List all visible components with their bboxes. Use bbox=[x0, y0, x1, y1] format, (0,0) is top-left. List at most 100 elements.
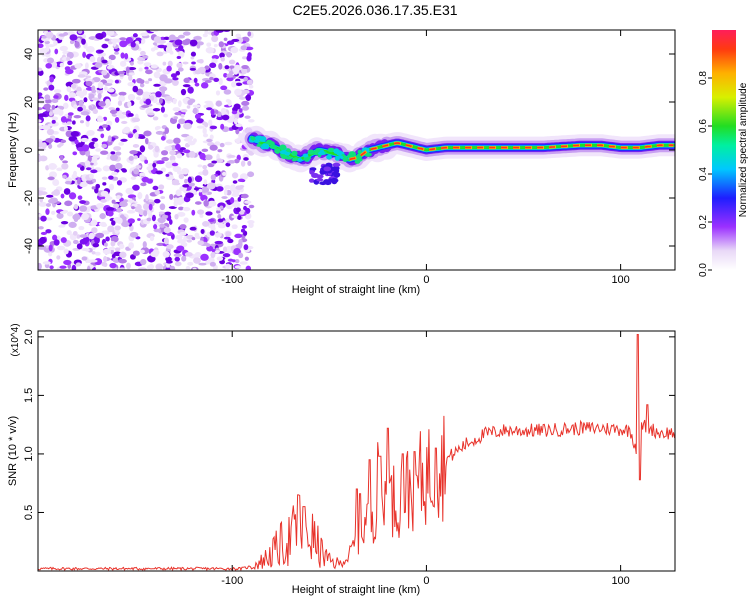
spectrogram-noise-cell bbox=[163, 251, 170, 258]
spectrogram-noise-cell bbox=[47, 177, 54, 180]
spectrogram-noise-cell bbox=[155, 190, 160, 195]
spectrogram-noise-cell bbox=[205, 80, 212, 83]
spectrogram-noise-cell bbox=[86, 167, 92, 170]
spectrogram-noise-cell bbox=[128, 242, 134, 249]
spectrogram-noise-cell bbox=[156, 131, 164, 135]
spectrogram-noise-cell bbox=[219, 78, 223, 85]
spectrogram-noise-cell bbox=[152, 215, 156, 222]
spectrogram-noise-cell bbox=[101, 144, 107, 148]
spectrogram-noise-cell bbox=[63, 260, 71, 265]
spectrogram-noise-cell bbox=[148, 112, 155, 115]
spectrogram-noise-cell bbox=[210, 262, 216, 267]
spectrogram-noise-cell bbox=[211, 174, 216, 180]
spectrogram-noise-cell bbox=[127, 101, 131, 107]
spectrogram-noise-cell bbox=[127, 113, 133, 117]
spectrogram-blob bbox=[254, 140, 260, 143]
spectrogram-blob bbox=[319, 170, 324, 173]
spectrogram-noise-cell bbox=[181, 89, 186, 95]
spectrogram-blob bbox=[338, 155, 343, 158]
spectrogram-noise-cell bbox=[73, 104, 77, 109]
spectrogram-noise-cell bbox=[43, 87, 48, 90]
spectrogram-noise-cell bbox=[142, 55, 148, 59]
spectrogram-noise-cell bbox=[221, 196, 227, 199]
spectrogram-noise-cell bbox=[72, 151, 77, 155]
spectrogram-blob bbox=[291, 151, 297, 156]
spectrogram-noise-cell bbox=[80, 239, 88, 245]
spectrogram-noise-cell bbox=[193, 108, 198, 114]
spectrogram-noise-cell bbox=[105, 99, 110, 105]
spectrogram-noise-cell bbox=[120, 61, 126, 67]
spectrogram-noise-cell bbox=[179, 232, 186, 236]
spectrogram-noise-cell bbox=[188, 141, 196, 146]
spectrogram-noise-cell bbox=[199, 189, 203, 193]
spectrogram-noise-cell bbox=[151, 47, 155, 51]
spectrogram-noise-cell bbox=[201, 229, 205, 234]
spectrogram-noise-cell bbox=[118, 115, 126, 119]
spectrogram-noise-cell bbox=[67, 230, 72, 235]
spectrogram-noise-cell bbox=[118, 259, 127, 264]
spectrogram-noise-cell bbox=[235, 259, 240, 263]
spectrogram-noise-cell bbox=[119, 252, 126, 259]
spectrogram-noise-cell bbox=[129, 150, 138, 154]
spectrogram-noise-cell bbox=[102, 182, 106, 185]
spectrogram-noise-cell bbox=[79, 205, 87, 211]
spectrogram-blob bbox=[343, 157, 348, 162]
spectrogram-noise-cell bbox=[98, 101, 106, 107]
spectrogram-noise-cell bbox=[87, 266, 91, 273]
spectrogram-noise-cell bbox=[204, 122, 208, 127]
spectrogram-ytick-label: 20 bbox=[23, 96, 35, 108]
spectrogram-noise-cell bbox=[128, 218, 135, 223]
spectrogram-noise-cell bbox=[62, 160, 68, 163]
spectrogram-noise-cell bbox=[107, 65, 113, 69]
spectrogram-noise-cell bbox=[187, 100, 193, 106]
spectrogram-noise-cell bbox=[38, 98, 45, 104]
colorbar-tick-label: 0.4 bbox=[698, 167, 709, 181]
spectrogram-noise-cell bbox=[78, 28, 83, 34]
spectrogram-noise-cell bbox=[242, 225, 247, 229]
spectrogram-noise-cell bbox=[200, 254, 209, 261]
spectrogram-noise-cell bbox=[241, 65, 249, 69]
spectrogram-blob bbox=[274, 148, 280, 154]
spectrogram-noise-cell bbox=[214, 232, 221, 237]
spectrogram-noise-cell bbox=[133, 250, 140, 255]
spectrogram-noise-cell bbox=[110, 154, 118, 161]
spectrogram-noise-cell bbox=[226, 222, 231, 227]
spectrogram-blob bbox=[323, 166, 331, 171]
spectrogram-noise-cell bbox=[65, 69, 74, 74]
spectrogram-noise-cell bbox=[206, 243, 210, 247]
spectrogram-noise-cell bbox=[59, 266, 66, 269]
spectrogram-blob bbox=[309, 170, 314, 175]
spectrogram-noise-cell bbox=[67, 61, 72, 65]
spectrogram-noise-cell bbox=[80, 120, 84, 123]
spectrogram-noise-cell bbox=[232, 259, 236, 262]
spectrogram-noise-cell bbox=[190, 68, 196, 71]
spectrogram-noise-cell bbox=[98, 82, 104, 89]
spectrogram-noise-cell bbox=[197, 209, 204, 214]
spectrogram-noise-cell bbox=[108, 88, 115, 92]
spectrogram-noise-cell bbox=[56, 167, 62, 171]
spectrogram-noise-cell bbox=[91, 220, 98, 226]
spectrogram-noise-cell bbox=[242, 106, 249, 111]
spectrogram-noise-cell bbox=[92, 243, 99, 247]
spectrogram-ytick-label: -20 bbox=[23, 190, 35, 206]
spectrogram-noise-cell bbox=[211, 109, 215, 116]
spectrogram-noise-cell bbox=[159, 224, 165, 228]
spectrogram-noise-cell bbox=[89, 173, 94, 178]
spectrogram-noise-cell bbox=[77, 107, 83, 112]
spectrogram-noise-cell bbox=[129, 156, 134, 161]
spectrogram-noise-cell bbox=[190, 39, 198, 46]
spectrogram-noise-cell bbox=[169, 194, 173, 200]
spectrogram-noise-cell bbox=[146, 218, 151, 222]
spectrogram-noise-cell bbox=[177, 56, 181, 59]
spectrogram-noise-cell bbox=[208, 219, 215, 222]
spectrogram-noise-cell bbox=[147, 178, 153, 183]
spectrogram-noise-cell bbox=[61, 140, 67, 143]
spectrogram-noise-cell bbox=[49, 265, 53, 269]
spectrogram-noise-cell bbox=[220, 206, 224, 210]
spectrogram-noise-cell bbox=[232, 172, 238, 178]
spectrogram-noise-cell bbox=[64, 249, 69, 255]
spectrogram-noise-cell bbox=[163, 62, 167, 66]
spectrogram-noise-cell bbox=[68, 222, 76, 228]
spectrogram-noise-cell bbox=[61, 194, 65, 199]
spectrogram-noise-cell bbox=[44, 104, 51, 109]
